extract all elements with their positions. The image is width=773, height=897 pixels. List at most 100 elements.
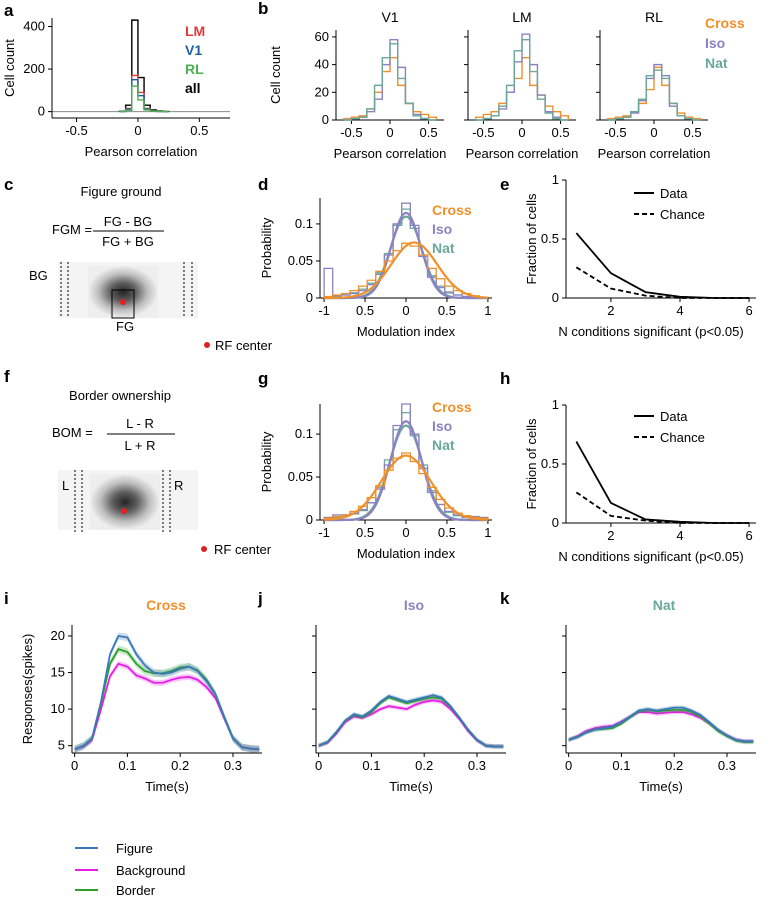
histogram-nat — [343, 43, 437, 121]
x-tick-label: 0.5 — [420, 125, 438, 140]
y-axis-label: Probability — [259, 431, 274, 492]
line-data — [575, 232, 750, 299]
legend-d-cross: Cross — [432, 202, 472, 218]
error-band-background — [318, 698, 504, 749]
fit-curve-cross — [324, 241, 488, 300]
panel-letter-i: i — [4, 589, 9, 608]
chart-e: 2 4 6 0 0.5 1 N conditions significant (p<0.05… — [524, 172, 756, 339]
error-band-background — [568, 709, 754, 744]
legend-d-iso: Iso — [432, 221, 452, 237]
x-axis-label: Time(s) — [639, 779, 683, 794]
panel-letter-e: e — [500, 175, 509, 194]
y-tick-label: 0.1 — [295, 216, 313, 231]
histogram-nat — [323, 411, 489, 520]
title-f: Border ownership — [69, 388, 171, 403]
histogram-cross — [323, 452, 489, 520]
x-tick-label: -0.5 — [604, 125, 626, 140]
formula-c-lhs: FGM = — [52, 222, 92, 237]
panel-letter-c: c — [4, 175, 13, 194]
formula-f-lhs: BOM = — [52, 425, 93, 440]
x-tick-label: 0 — [650, 125, 657, 140]
x-tick-label: 0.5 — [356, 303, 374, 318]
title-j: Iso — [404, 597, 424, 613]
y-tick-label: 200 — [23, 61, 45, 76]
y-tick-label: 0 — [552, 290, 559, 305]
histogram-nat — [475, 38, 569, 121]
legend-d: Cross Iso Nat — [432, 202, 472, 256]
x-axis-label: N conditions significant (p<0.05) — [558, 324, 743, 339]
y-axis-label: Fraction of cells — [524, 418, 539, 510]
fit-curve-cross — [324, 454, 488, 521]
x-tick-label: 0.1 — [612, 758, 630, 773]
y-tick-label: 0.05 — [288, 253, 313, 268]
histogram-nat — [323, 208, 488, 299]
l-label: L — [62, 478, 69, 493]
chart-b-v1: -0.5 0 0.5 0 20 40 60 Pearson correlation Cell c… — [268, 29, 446, 161]
y-tick-label: 40 — [315, 57, 329, 72]
fg-label: FG — [116, 319, 134, 334]
y-tick-label: 1 — [552, 397, 559, 412]
x-tick-label: 0.2 — [171, 758, 189, 773]
legend-h: Data Chance — [634, 409, 705, 445]
error-band-figure — [568, 705, 754, 744]
legend-e: Data Chance — [634, 186, 705, 222]
legend-bottom: Figure Background Border — [75, 841, 185, 897]
y-tick-label: 1 — [552, 172, 559, 187]
x-tick-label: 6 — [745, 303, 752, 318]
histogram-cross — [343, 56, 437, 120]
x-tick-label: 0.1 — [118, 758, 136, 773]
y-tick-label: 20 — [315, 84, 329, 99]
rf-center-dot-f — [121, 508, 127, 514]
x-axis-label: Time(s) — [145, 779, 189, 794]
stimulus-image-f — [58, 470, 198, 532]
x-tick-label: 0.1 — [362, 758, 380, 773]
y-tick-label: 0 — [306, 290, 313, 305]
x-tick-label: 0.3 — [468, 758, 486, 773]
legend-d-nat: Nat — [432, 240, 455, 256]
rf-center-dot — [120, 299, 126, 305]
legend-background-label: Background — [116, 863, 185, 878]
line-figure — [568, 706, 754, 743]
bg-label: BG — [29, 268, 48, 283]
rf-center-legend-dot-c — [204, 342, 210, 348]
line-figure — [74, 634, 260, 751]
line-data — [575, 441, 750, 524]
y-axis-label: Responses(spikes) — [20, 634, 35, 745]
line-figure — [318, 694, 504, 748]
fg-square — [111, 289, 135, 319]
formula-f-numerator: L - R — [126, 416, 154, 431]
legend-g-nat: Nat — [432, 437, 455, 453]
line-chance — [575, 491, 750, 524]
x-tick-label: -0.5 — [65, 123, 87, 138]
title-b-rl: RL — [645, 9, 663, 25]
y-tick-label: 20 — [51, 628, 65, 643]
y-tick-label: 0.1 — [295, 426, 313, 441]
legend-e-chance: Chance — [660, 207, 705, 222]
legend-g-cross: Cross — [432, 399, 472, 415]
legend-a-v1: V1 — [185, 42, 202, 58]
chart-k: 0 0.1 0.2 0.3 Time(s) — [562, 625, 756, 794]
chart-j: 0 0.1 0.2 0.3 Time(s) — [312, 625, 506, 794]
line-chance — [575, 266, 750, 299]
x-tick-label: 0 — [402, 303, 409, 318]
chart-h: 2 4 6 0 0.5 1 N conditions significant (p<0.05… — [524, 397, 756, 564]
histogram-nat — [607, 69, 701, 121]
legend-a-all: all — [185, 80, 201, 96]
x-tick-label: 4 — [676, 303, 683, 318]
rf-center-legend-dot-f — [201, 546, 207, 552]
x-tick-label: 1 — [484, 525, 491, 540]
legend-g: Cross Iso Nat — [432, 399, 472, 453]
x-axis-label: N conditions significant (p<0.05) — [558, 549, 743, 564]
x-tick-label: 0.5 — [552, 125, 570, 140]
legend-b-nat: Nat — [705, 55, 728, 71]
formula-c-numerator: FG - BG — [104, 214, 152, 229]
x-tick-label: 0.5 — [356, 525, 374, 540]
legend-h-data: Data — [660, 409, 688, 424]
x-tick-label: 0 — [518, 125, 525, 140]
x-axis-label: Pearson correlation — [85, 144, 198, 159]
y-tick-label: 0 — [552, 515, 559, 530]
x-tick-label: 0.5 — [684, 125, 702, 140]
chart-b-lm: -0.5 0 0.5 Pearson correlation — [464, 30, 578, 161]
title-b-v1: V1 — [381, 9, 398, 25]
rf-center-label-c: RF center — [215, 338, 273, 353]
